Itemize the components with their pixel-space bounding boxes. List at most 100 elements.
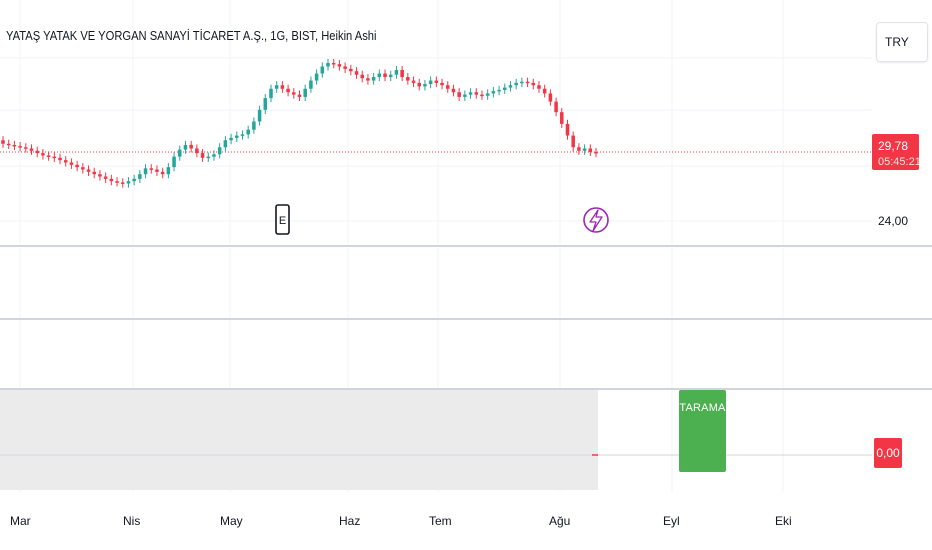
candle-body bbox=[388, 74, 393, 78]
indicator-value: 0,00 bbox=[876, 446, 900, 460]
candle-body bbox=[69, 162, 74, 165]
candle bbox=[474, 88, 479, 99]
candle bbox=[565, 119, 570, 140]
candle-body bbox=[440, 82, 444, 86]
candle bbox=[343, 62, 347, 73]
candle-body bbox=[349, 68, 353, 72]
candle bbox=[371, 72, 376, 85]
candle bbox=[577, 143, 581, 155]
candle bbox=[206, 152, 211, 162]
candle bbox=[126, 177, 131, 188]
candle bbox=[246, 125, 250, 139]
candle bbox=[326, 58, 330, 71]
earnings-marker[interactable]: E bbox=[275, 204, 290, 235]
candle bbox=[195, 144, 199, 158]
candle-body bbox=[451, 88, 456, 93]
candle-body bbox=[263, 98, 268, 110]
tarama-signal-box: TARAMA bbox=[679, 390, 726, 472]
x-axis-label-eki: Eki bbox=[775, 514, 792, 528]
candle bbox=[223, 136, 228, 152]
candle-body bbox=[29, 148, 34, 151]
candle-body bbox=[6, 143, 11, 146]
candle-body bbox=[229, 137, 233, 141]
candle bbox=[525, 77, 530, 87]
candle-body bbox=[86, 169, 91, 172]
candle-body bbox=[235, 135, 239, 138]
candle-body bbox=[491, 91, 496, 94]
candle bbox=[457, 88, 461, 102]
candle-body bbox=[286, 88, 290, 93]
candle-body bbox=[525, 81, 530, 84]
candle-body bbox=[143, 168, 148, 175]
candle bbox=[537, 81, 541, 93]
candle-body bbox=[400, 70, 404, 78]
candle-body bbox=[343, 66, 347, 69]
candle-body bbox=[206, 156, 211, 159]
candle bbox=[155, 165, 159, 176]
candle bbox=[554, 97, 558, 117]
candle bbox=[229, 133, 233, 145]
candle-body bbox=[314, 73, 319, 81]
candle bbox=[588, 144, 593, 157]
candle-body bbox=[297, 94, 302, 97]
candle bbox=[252, 117, 256, 134]
candle-body bbox=[571, 135, 575, 148]
candle-body bbox=[531, 82, 536, 86]
candle-body bbox=[320, 66, 325, 74]
candle-body bbox=[92, 171, 96, 175]
candle-body bbox=[41, 153, 45, 156]
candle bbox=[41, 149, 45, 160]
candle-body bbox=[24, 147, 28, 149]
candle-body bbox=[246, 129, 250, 135]
candle-body bbox=[594, 151, 598, 154]
candle bbox=[377, 69, 382, 82]
candle bbox=[200, 149, 205, 162]
lightning-icon[interactable] bbox=[583, 207, 609, 233]
candle-body bbox=[366, 78, 370, 81]
candle bbox=[143, 164, 148, 179]
candle bbox=[400, 65, 404, 82]
candle bbox=[423, 79, 427, 91]
candle-body bbox=[326, 63, 330, 67]
chart-title: YATAŞ YATAK VE YORGAN SANAYİ TİCARET A.Ş… bbox=[6, 28, 377, 43]
candle-body bbox=[445, 85, 450, 89]
candle bbox=[160, 167, 165, 179]
currency-selector[interactable]: TRY bbox=[876, 22, 928, 62]
candle-body bbox=[582, 148, 587, 151]
candle-body bbox=[383, 73, 387, 78]
candle-body bbox=[52, 156, 57, 159]
candle bbox=[69, 158, 74, 169]
candle-body bbox=[474, 92, 479, 95]
x-axis-label-may: May bbox=[220, 514, 243, 528]
candle bbox=[451, 84, 456, 97]
candle-body bbox=[309, 80, 313, 89]
candle bbox=[354, 67, 359, 79]
candle-body bbox=[520, 81, 524, 84]
candle-body bbox=[434, 80, 439, 83]
x-axis-label-tem: Tem bbox=[429, 514, 452, 528]
candle bbox=[560, 108, 564, 128]
candle bbox=[394, 65, 399, 79]
candle bbox=[6, 139, 11, 150]
candle-body bbox=[1, 140, 5, 144]
candle bbox=[280, 81, 285, 93]
candle-body bbox=[411, 80, 416, 83]
candle bbox=[52, 152, 57, 162]
last-price-badge: 29,78 05:45:21 bbox=[872, 134, 921, 170]
candle-body bbox=[417, 82, 422, 87]
candle bbox=[406, 72, 410, 85]
candle bbox=[292, 88, 296, 99]
candle bbox=[138, 170, 142, 183]
candle bbox=[240, 130, 245, 140]
candle bbox=[286, 84, 290, 97]
candle bbox=[1, 136, 5, 148]
candle bbox=[18, 142, 22, 152]
candle-body bbox=[560, 112, 564, 124]
candle-body bbox=[331, 63, 336, 65]
candle-body bbox=[172, 156, 176, 168]
candle-body bbox=[109, 178, 114, 182]
candle bbox=[337, 60, 342, 71]
candle-body bbox=[377, 73, 382, 78]
